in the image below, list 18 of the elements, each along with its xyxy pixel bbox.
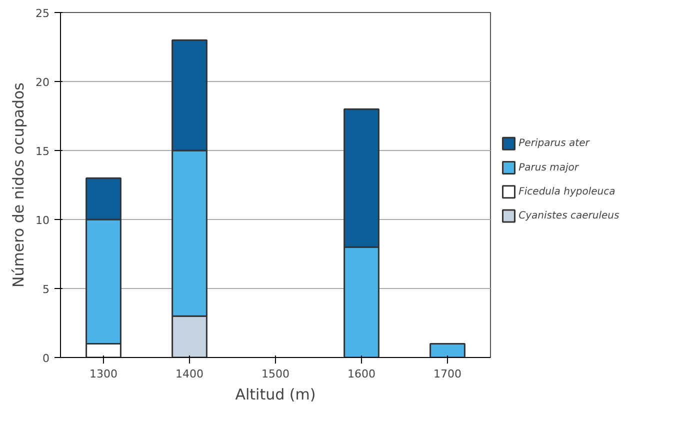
legend-label: Parus major <box>518 162 580 174</box>
y-tick-label: 0 <box>42 352 50 365</box>
x-tick-label: 1700 <box>434 368 462 380</box>
y-tick-label: 5 <box>42 283 50 296</box>
x-tick-label: 1300 <box>90 368 118 380</box>
y-tick-label: 15 <box>36 145 50 158</box>
y-axis-title: Número de nidos ocupados <box>10 82 28 288</box>
legend-label: Cyanistes caeruleus <box>518 210 620 222</box>
x-tick-label: 1400 <box>176 368 204 380</box>
legend-label: Periparus ater <box>518 138 590 150</box>
x-axis-title: Altitud (m) <box>235 386 316 404</box>
y-tick-label: 25 <box>36 7 50 20</box>
y-tick-label: 10 <box>36 214 50 227</box>
bar <box>430 342 466 358</box>
x-tick-label: 1500 <box>262 368 290 380</box>
legend-label: Ficedula hypoleuca <box>518 186 616 198</box>
y-tick-label: 20 <box>36 76 50 89</box>
x-tick-label: 1600 <box>348 368 376 380</box>
